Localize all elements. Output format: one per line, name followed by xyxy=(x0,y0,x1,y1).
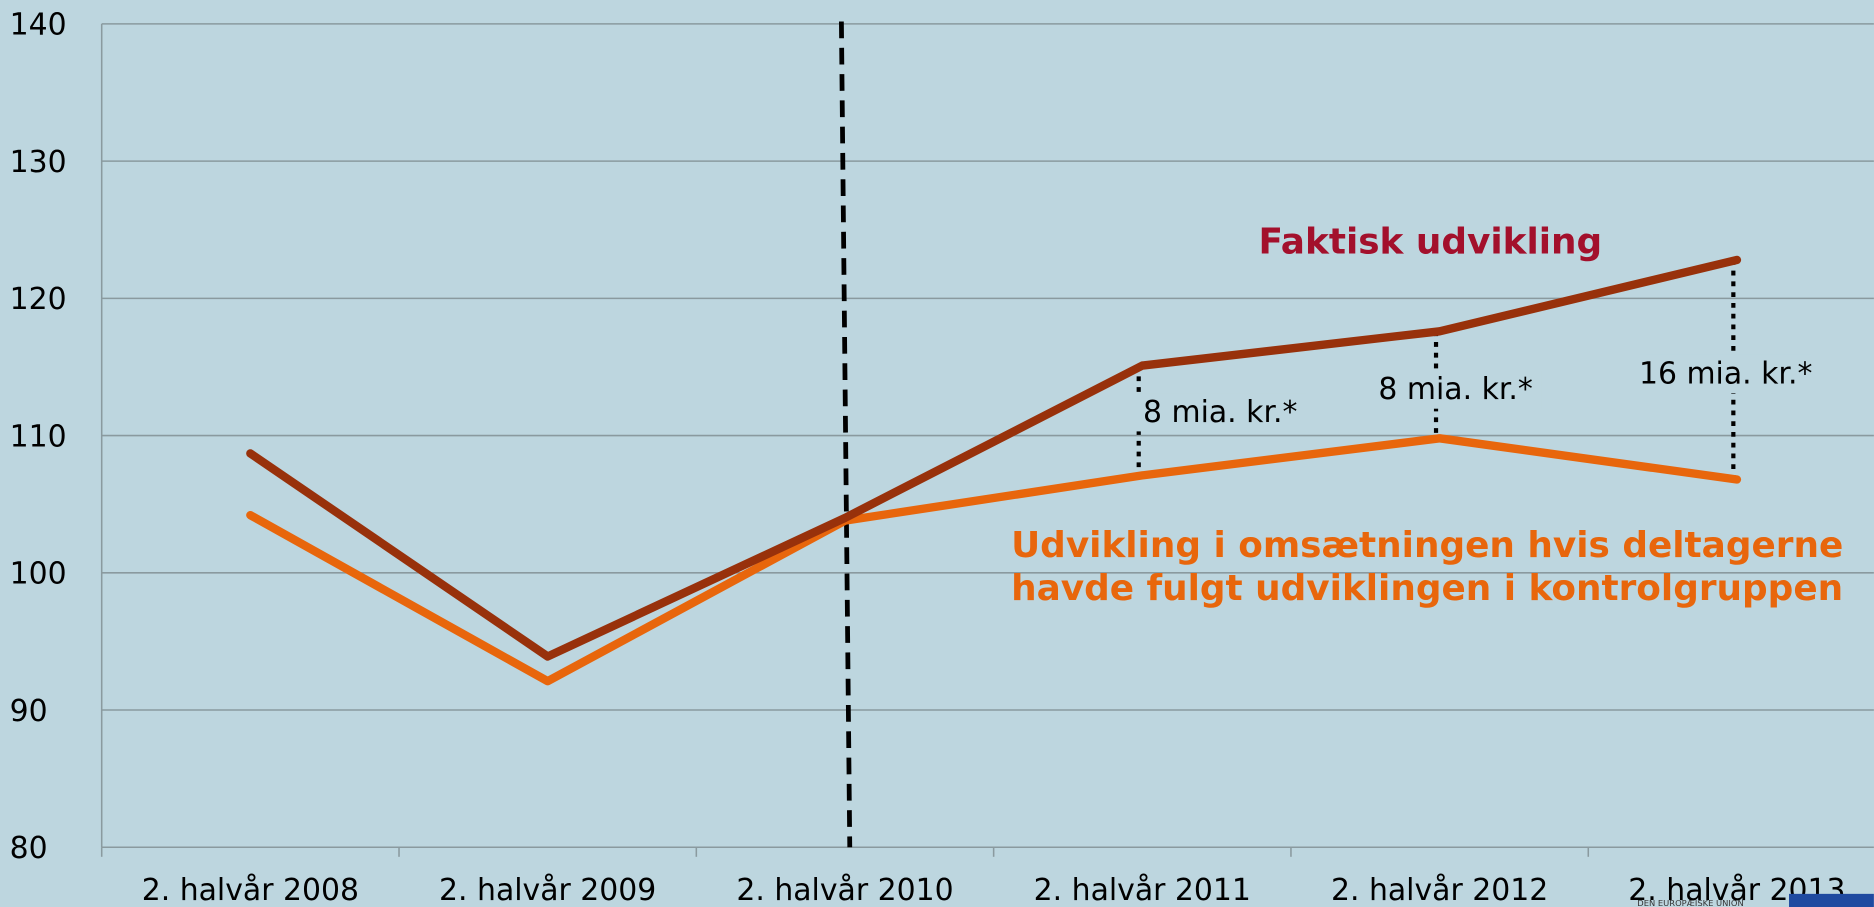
annotation: 16 mia. kr.* xyxy=(1639,357,1812,392)
divider xyxy=(839,21,853,848)
series-line xyxy=(246,434,1742,686)
y-tick-label: 130 xyxy=(10,145,67,180)
x-tick-label: 2. halvår 2009 xyxy=(439,873,656,907)
y-tick-label: 110 xyxy=(10,419,67,454)
note-bg xyxy=(1639,354,1812,394)
logo-flag xyxy=(1789,893,1874,907)
annotation: 8 mia. kr.* xyxy=(1143,395,1297,430)
x-tick-label: 2. halvår 2012 xyxy=(1331,873,1548,907)
x-tick-label: 2. halvår 2011 xyxy=(1034,873,1251,907)
note-bg xyxy=(1369,370,1542,409)
y-tick-label: 140 xyxy=(10,8,67,43)
x-tick-label: 2. halvår 2008 xyxy=(142,873,359,907)
legend-label: Faktisk udvikling xyxy=(1258,221,1602,262)
logo-text: DEN EUROPÆISKE UNION xyxy=(1637,898,1743,907)
legend-line: havde fulgt udviklingen i kontrolgruppen xyxy=(1011,568,1843,609)
y-tick-label: 100 xyxy=(10,557,67,592)
y-tick-label: 80 xyxy=(10,831,48,866)
legend-label: Udvikling i omsætningen hvis deltagerne h… xyxy=(1011,525,1843,609)
series-line xyxy=(246,255,1742,661)
y-tick-label: 90 xyxy=(10,694,48,729)
note-bg xyxy=(1134,393,1307,432)
legend-line: Udvikling i omsætningen hvis deltagerne xyxy=(1011,525,1843,566)
x-tick-label: 2. halvår 2010 xyxy=(736,873,953,907)
y-tick-label: 120 xyxy=(10,282,67,317)
annotation: 8 mia. kr.* xyxy=(1378,372,1532,407)
